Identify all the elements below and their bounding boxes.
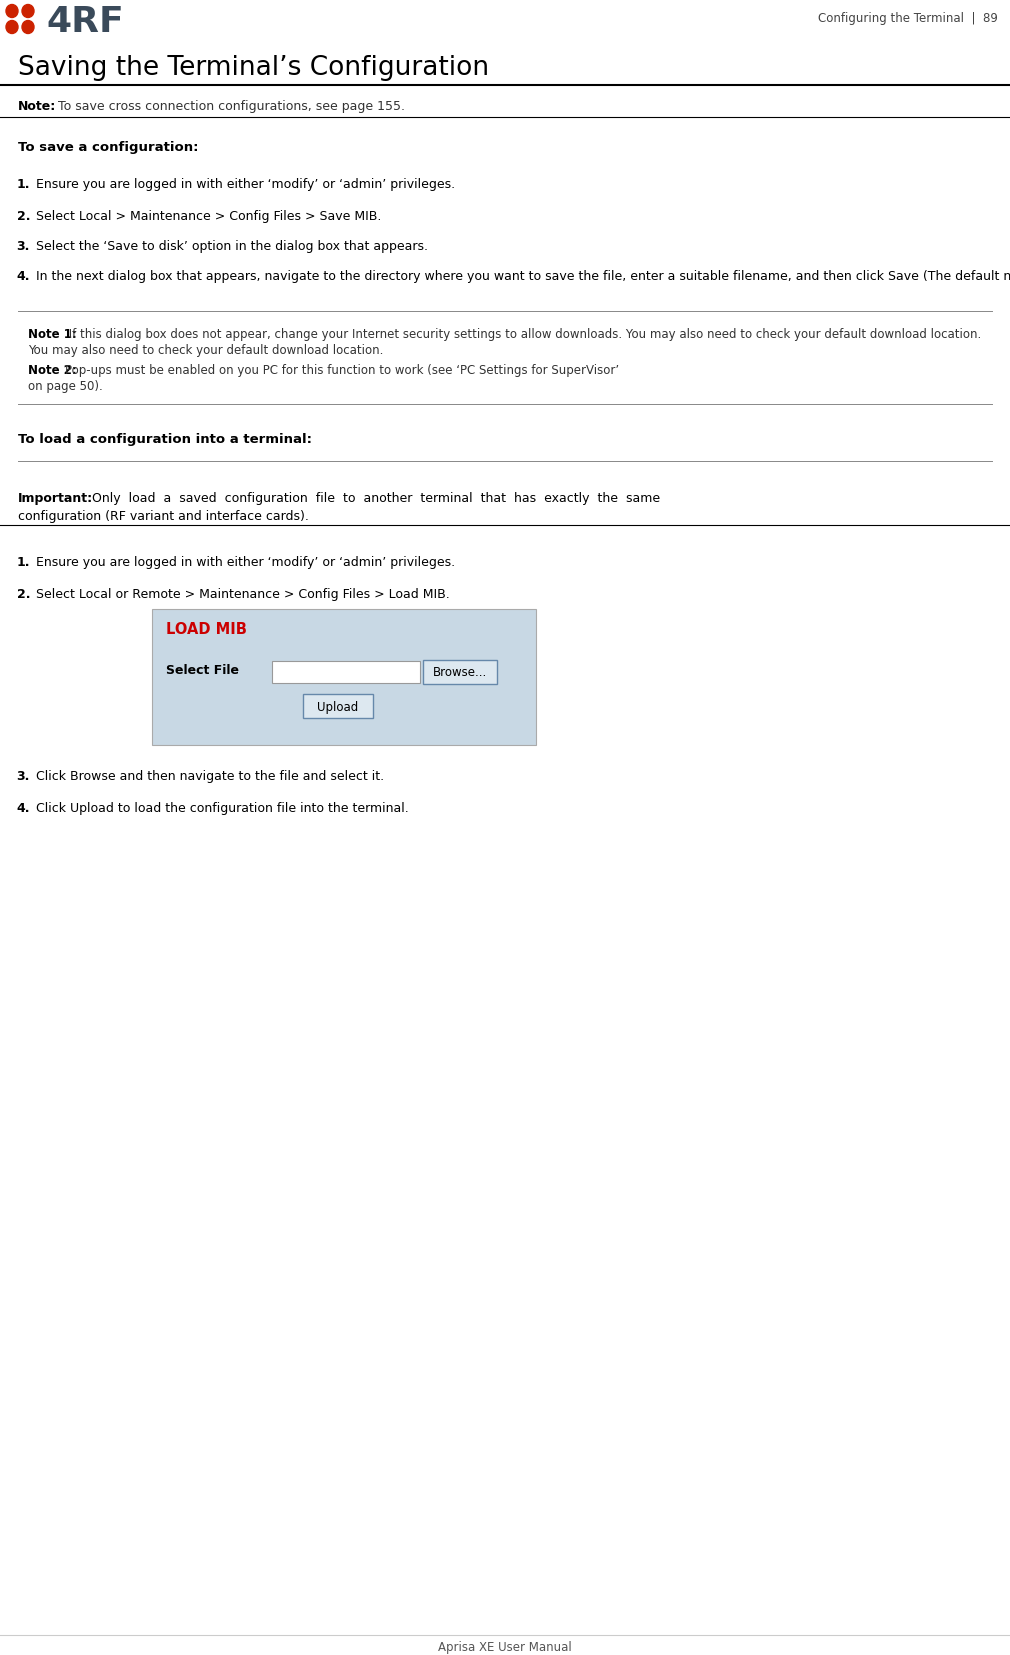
FancyBboxPatch shape: [272, 662, 420, 684]
Text: Ensure you are logged in with either ‘modify’ or ‘admin’ privileges.: Ensure you are logged in with either ‘mo…: [36, 177, 456, 190]
Ellipse shape: [22, 22, 34, 35]
Text: on page 50).: on page 50).: [28, 379, 103, 392]
Text: Configuring the Terminal  |  89: Configuring the Terminal | 89: [818, 12, 998, 25]
Text: Important:: Important:: [18, 492, 93, 505]
Text: 2.: 2.: [16, 210, 30, 223]
Text: 4.: 4.: [16, 270, 30, 283]
FancyBboxPatch shape: [423, 660, 497, 685]
Text: Note 1:: Note 1:: [28, 328, 77, 341]
Text: 2.: 2.: [16, 588, 30, 601]
Ellipse shape: [6, 22, 18, 35]
Text: Pop-ups must be enabled on you PC for this function to work (see ‘PC Settings fo: Pop-ups must be enabled on you PC for th…: [65, 364, 619, 377]
Text: Note 2:: Note 2:: [28, 364, 77, 377]
Text: configuration (RF variant and interface cards).: configuration (RF variant and interface …: [18, 510, 309, 523]
Text: Click Browse and then navigate to the file and select it.: Click Browse and then navigate to the fi…: [36, 770, 384, 783]
Text: 4.: 4.: [16, 801, 30, 814]
Text: Select the ‘Save to disk’ option in the dialog box that appears.: Select the ‘Save to disk’ option in the …: [36, 240, 428, 253]
Text: In the next dialog box that appears, navigate to the directory where you want to: In the next dialog box that appears, nav…: [36, 270, 1010, 283]
Text: 3.: 3.: [16, 240, 30, 253]
Text: Aprisa XE User Manual: Aprisa XE User Manual: [438, 1640, 572, 1653]
FancyBboxPatch shape: [152, 609, 536, 745]
Text: 1.: 1.: [16, 177, 30, 190]
Text: To load a configuration into a terminal:: To load a configuration into a terminal:: [18, 434, 312, 447]
Text: Upload: Upload: [317, 700, 359, 713]
Text: Only  load  a  saved  configuration  file  to  another  terminal  that  has  exa: Only load a saved configuration file to …: [88, 492, 661, 505]
Text: 3.: 3.: [16, 770, 30, 783]
Text: You may also need to check your default download location.: You may also need to check your default …: [28, 344, 384, 357]
Text: 1.: 1.: [16, 556, 30, 569]
Text: Note:: Note:: [18, 99, 57, 113]
Text: Ensure you are logged in with either ‘modify’ or ‘admin’ privileges.: Ensure you are logged in with either ‘mo…: [36, 556, 456, 569]
Text: Click Upload to load the configuration file into the terminal.: Click Upload to load the configuration f…: [36, 801, 409, 814]
Text: To save a configuration:: To save a configuration:: [18, 141, 199, 154]
Text: Saving the Terminal’s Configuration: Saving the Terminal’s Configuration: [18, 55, 489, 81]
Text: Select File: Select File: [166, 664, 239, 677]
Text: If this dialog box does not appear, change your Internet security settings to al: If this dialog box does not appear, chan…: [65, 328, 982, 341]
Text: To save cross connection configurations, see page 155.: To save cross connection configurations,…: [54, 99, 405, 113]
Text: Select Local > Maintenance > Config Files > Save MIB.: Select Local > Maintenance > Config File…: [36, 210, 382, 223]
Text: LOAD MIB: LOAD MIB: [166, 622, 246, 637]
FancyBboxPatch shape: [303, 695, 373, 718]
Ellipse shape: [22, 5, 34, 18]
Ellipse shape: [6, 5, 18, 18]
Text: Browse...: Browse...: [433, 665, 487, 679]
Text: Select Local or Remote > Maintenance > Config Files > Load MIB.: Select Local or Remote > Maintenance > C…: [36, 588, 449, 601]
Text: 4RF: 4RF: [46, 5, 124, 40]
